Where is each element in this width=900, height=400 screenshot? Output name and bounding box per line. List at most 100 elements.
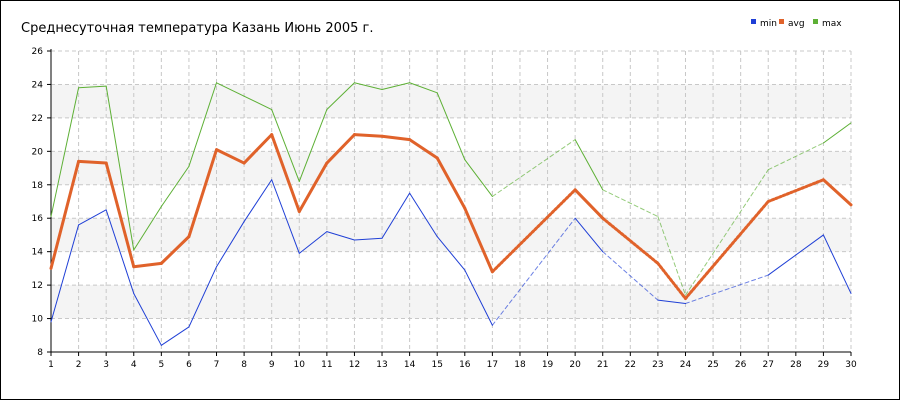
series-segment-avg (573, 188, 605, 220)
background-band (51, 151, 851, 185)
x-tick-label: 12 (349, 360, 360, 370)
legend-swatch-min (751, 19, 756, 24)
y-tick-label: 16 (32, 214, 44, 224)
legend: min avg max (751, 19, 842, 29)
legend-label-avg: avg (788, 19, 805, 29)
y-tick-label: 24 (32, 80, 44, 90)
legend-label-min: min (760, 19, 777, 29)
legend-swatch-avg (779, 19, 784, 24)
series-segment-max (353, 82, 383, 90)
series-segment-avg (601, 216, 660, 265)
series-segment-max (160, 165, 190, 208)
series-segment-avg (104, 161, 136, 269)
series-min (50, 179, 852, 346)
y-tick-label: 20 (32, 147, 44, 157)
x-tick-label: 9 (269, 360, 275, 370)
series-segment-avg (49, 159, 81, 270)
series-segment-min (491, 217, 576, 326)
series-segment-avg (325, 133, 356, 165)
series-segment-max (602, 189, 659, 218)
series-segment-avg (159, 235, 191, 265)
x-tick-label: 28 (790, 360, 802, 370)
x-tick-label: 10 (294, 360, 306, 370)
series-segment-max (767, 142, 824, 171)
background-band (51, 84, 851, 118)
series-segment-avg (821, 178, 853, 207)
series-segment-min (436, 236, 466, 271)
chart-title: Среднесуточная температура Казань Июнь 2… (21, 21, 374, 36)
x-tick-label: 18 (514, 360, 526, 370)
background-bands (51, 84, 851, 319)
x-tick-label: 11 (321, 360, 332, 370)
y-tick-label: 14 (32, 248, 44, 258)
x-tick-label: 19 (542, 360, 554, 370)
series-segment-avg (463, 206, 494, 274)
x-tick-label: 6 (186, 360, 192, 370)
series-segment-avg (77, 159, 108, 165)
series-segment-min (767, 234, 824, 276)
series-segment-min (50, 224, 80, 323)
x-tick-label: 5 (158, 360, 164, 370)
series-segment-max (216, 82, 245, 97)
x-tick-label: 21 (597, 360, 608, 370)
series-segment-max (381, 82, 411, 90)
x-tick-label: 4 (131, 360, 137, 370)
series-segment-avg (683, 200, 770, 300)
series-segment-max (243, 95, 273, 111)
x-tick-label: 29 (818, 360, 830, 370)
series-segment-avg (490, 188, 577, 274)
series-segment-min (78, 209, 107, 226)
series-segment-avg (352, 133, 384, 138)
series-avg (49, 133, 853, 300)
series-segment-max (684, 169, 769, 296)
series-segment-max (464, 159, 493, 197)
series-segment-avg (132, 261, 163, 269)
series-segment-min (657, 299, 686, 305)
x-tick-label: 22 (625, 360, 636, 370)
y-tick-label: 12 (32, 281, 43, 291)
x-tick-label: 2 (76, 360, 82, 370)
series-segment-avg (766, 178, 825, 203)
series-segment-avg (408, 138, 439, 160)
series-segment-min (381, 192, 411, 239)
series-segment-avg (270, 133, 301, 214)
series-segment-min (160, 326, 190, 346)
x-tick-label: 15 (431, 360, 442, 370)
series-layer (49, 82, 853, 346)
series-segment-avg (380, 134, 412, 142)
series-segment-max (409, 82, 438, 94)
x-tick-label: 27 (763, 360, 774, 370)
x-tick-label: 25 (707, 360, 718, 370)
series-segment-min (602, 251, 659, 301)
series-segment-min (574, 217, 604, 253)
y-tick-label: 22 (32, 114, 43, 124)
x-tick-label: 17 (487, 360, 498, 370)
series-segment-max (298, 109, 328, 182)
series-segment-avg (656, 261, 687, 300)
series-segment-avg (215, 148, 246, 165)
series-segment-avg (297, 161, 329, 214)
series-segment-avg (435, 156, 467, 210)
series-segment-max (78, 85, 107, 89)
series-max (50, 82, 852, 296)
series-segment-min (216, 221, 245, 268)
series-segment-max (326, 82, 355, 111)
y-tick-label: 8 (37, 348, 43, 358)
series-segment-max (657, 216, 686, 296)
series-segment-min (409, 192, 438, 238)
x-tick-label: 16 (459, 360, 471, 370)
series-segment-max (271, 109, 300, 182)
y-tick-label: 10 (32, 315, 44, 325)
series-segment-max (188, 82, 218, 167)
legend-label-max: max (822, 19, 842, 29)
legend-swatch-max (813, 19, 818, 24)
x-tick-label: 7 (214, 360, 220, 370)
x-tick-label: 30 (845, 360, 857, 370)
series-segment-min (684, 274, 769, 305)
series-segment-min (105, 209, 135, 294)
x-tick-label: 23 (652, 360, 663, 370)
series-segment-max (574, 139, 604, 191)
series-segment-max (50, 87, 80, 218)
